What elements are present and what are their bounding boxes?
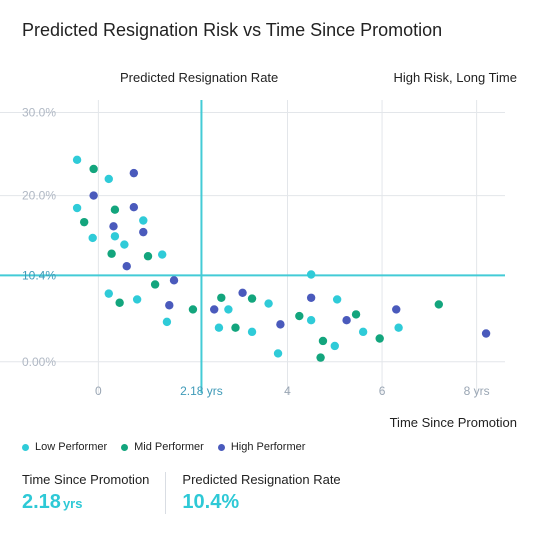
legend-item-low-performer[interactable]: Low Performer [22, 441, 107, 453]
mid-performer-point [150, 280, 160, 289]
low-performer-point [162, 317, 172, 327]
high-performer-point [109, 222, 118, 231]
low-performer-point [110, 232, 120, 241]
high-performer-point [276, 320, 285, 329]
y-tick-label: 20.0% [22, 189, 56, 203]
low-performer-point [358, 327, 368, 337]
high-performer-point [481, 329, 491, 338]
mid-performer-point [115, 298, 124, 307]
high-performer-swatch [217, 443, 225, 451]
legend-label: Mid Performer [134, 441, 204, 453]
high-performer-point [129, 168, 139, 178]
crosshair [0, 100, 505, 393]
x-tick-label: 4 [284, 384, 291, 398]
summary-stats: Time Since Promotion 2.18 yrs Predicted R… [22, 472, 357, 514]
mid-performer-point [247, 294, 257, 303]
mid-performer-point [107, 249, 116, 258]
low-performer-point [394, 323, 403, 332]
low-performer-point [120, 240, 129, 249]
high-performer-point [129, 202, 139, 212]
high-performer-point [342, 316, 351, 325]
low-performer-point [72, 203, 82, 213]
low-performer-point [104, 174, 113, 184]
low-performer-point [214, 323, 224, 332]
high-performer-point [139, 227, 148, 237]
stat-label: Time Since Promotion [22, 472, 150, 487]
mid-performer-point [351, 310, 361, 319]
mid-performer-swatch [121, 443, 129, 451]
low-performer-point [306, 270, 316, 279]
legend-item-mid-performer[interactable]: Mid Performer [121, 441, 204, 453]
low-performer-point [139, 216, 148, 225]
stat-predicted-resignation-rate: Predicted Resignation Rate 10.4% [165, 472, 356, 514]
grid [0, 100, 505, 395]
mid-performer-point [375, 334, 384, 343]
low-performer-point [306, 316, 316, 325]
quadrant-label: High Risk, Long Time [393, 70, 517, 85]
low-performer-point [88, 233, 97, 243]
low-performer-point [104, 289, 113, 298]
stat-label: Predicted Resignation Rate [182, 472, 341, 487]
mid-performer-point [188, 305, 198, 314]
x-tick-label: 8 yrs [464, 384, 490, 398]
legend-label: High Performer [230, 441, 306, 453]
high-performer-point [210, 305, 219, 314]
crosshair-x-label: 2.18 yrs [180, 384, 223, 398]
stat-unit: yrs [62, 496, 83, 511]
low-performer-point [72, 155, 82, 165]
high-performer-point [238, 288, 247, 297]
low-performer-point [273, 349, 283, 358]
mid-performer-point [79, 217, 89, 227]
y-tick-label: 0.00% [22, 355, 56, 369]
x-axis-title: Time Since Promotion [390, 415, 517, 430]
low-performer-point [264, 299, 273, 308]
mid-performer-point [89, 164, 98, 174]
low-performer-point [224, 305, 233, 314]
high-performer-point [165, 301, 174, 310]
mid-performer-point [295, 311, 304, 321]
high-performer-point [89, 191, 98, 200]
legend-item-high-performer[interactable]: High Performer [217, 441, 306, 453]
y-tick-label: 30.0% [22, 105, 56, 119]
mid-performer-point [434, 300, 444, 309]
high-performer-point [392, 305, 401, 314]
low-performer-point [247, 327, 257, 337]
stat-value: 10.4% [182, 491, 240, 513]
low-performer-point [330, 341, 339, 351]
stat-value: 2.18 yrs [22, 491, 149, 514]
mid-performer-point [143, 252, 153, 261]
low-performer-point [332, 295, 342, 304]
chart-title: Predicted Resignation Risk vs Time Since… [22, 20, 443, 40]
x-tick-label: 0 [95, 384, 102, 398]
x-tick-label: 6 [379, 384, 386, 398]
legend-label: Low Performer [35, 441, 108, 453]
y-axis-title: Predicted Resignation Rate [120, 70, 278, 85]
mid-performer-point [318, 336, 328, 346]
mid-performer-point [231, 323, 240, 332]
low-performer-swatch [22, 443, 29, 451]
high-performer-point [122, 261, 131, 271]
high-performer-point [169, 276, 179, 285]
low-performer-point [132, 295, 142, 304]
crosshair-y-label: 10.4% [22, 268, 56, 282]
axis-ticks: 0 4 6 8 yrs 30.0% 20.0% 0.00% 2.18 yrs 10.4% [22, 105, 490, 398]
low-performer-point [158, 250, 167, 259]
mid-performer-point [316, 353, 325, 362]
mid-performer-point [110, 205, 120, 214]
mid-performer-point [217, 293, 226, 302]
high-performer-point [306, 293, 316, 302]
stat-time-since-promotion: Time Since Promotion 2.18 yrs [22, 472, 165, 514]
stat-number: 2.18 [22, 491, 61, 513]
scatter-plot: 0 4 6 8 yrs 30.0% 20.0% 0.00% 2.18 yrs 10.4% Pre… [0, 70, 517, 430]
legend: Low Performer Mid Performer High Perform… [22, 441, 305, 453]
data-points [72, 155, 491, 362]
